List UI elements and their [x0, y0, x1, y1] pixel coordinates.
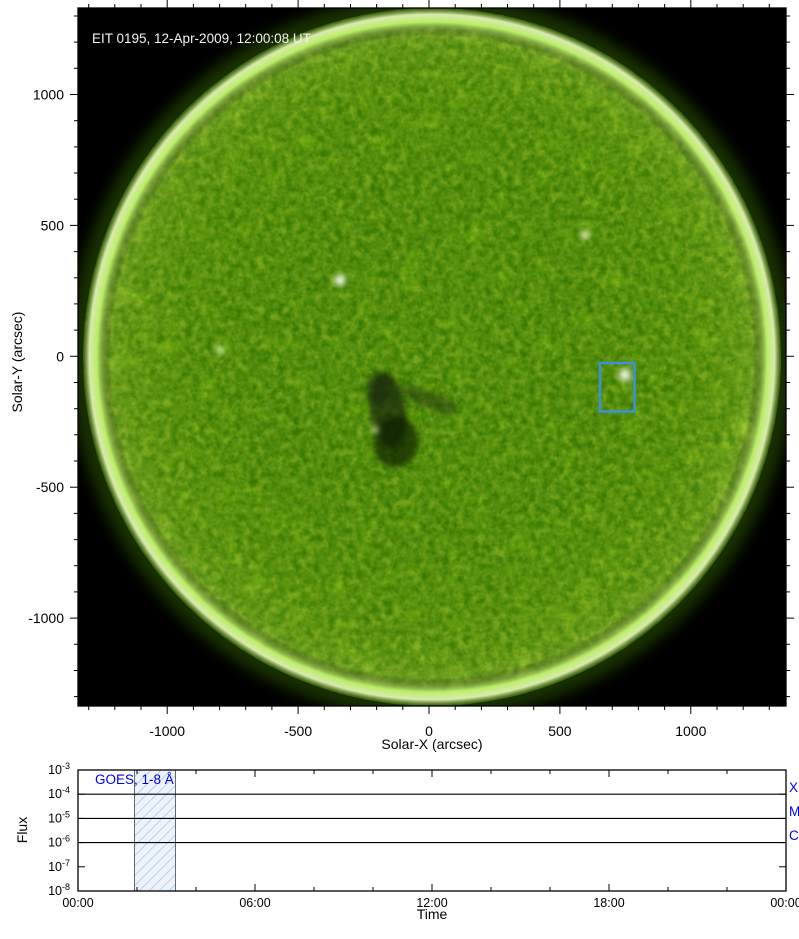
- svg-text:EIT 0195, 12-Apr-2009, 12:00:0: EIT 0195, 12-Apr-2009, 12:00:08 UT: [92, 31, 311, 46]
- svg-text:-1000: -1000: [28, 610, 64, 626]
- svg-text:X: X: [789, 780, 798, 795]
- svg-text:Time: Time: [417, 906, 448, 922]
- svg-text:500: 500: [548, 723, 572, 739]
- svg-text:00:00: 00:00: [62, 896, 93, 910]
- svg-text:18:00: 18:00: [593, 896, 624, 910]
- svg-text:1000: 1000: [33, 87, 64, 103]
- svg-text:06:00: 06:00: [239, 896, 270, 910]
- svg-text:1000: 1000: [675, 723, 706, 739]
- svg-text:Solar-Y (arcsec): Solar-Y (arcsec): [9, 312, 25, 413]
- svg-text:10-5: 10-5: [48, 809, 70, 825]
- svg-text:500: 500: [41, 217, 65, 233]
- svg-text:GOES, 1-8 Å: GOES, 1-8 Å: [95, 772, 174, 787]
- svg-text:Flux: Flux: [14, 817, 30, 843]
- svg-text:-1000: -1000: [149, 723, 185, 739]
- svg-text:10-4: 10-4: [48, 785, 70, 801]
- svg-text:-500: -500: [36, 479, 64, 495]
- svg-text:C: C: [789, 828, 799, 843]
- svg-text:10-3: 10-3: [48, 761, 70, 777]
- svg-text:-500: -500: [284, 723, 312, 739]
- svg-text:00:00: 00:00: [770, 896, 799, 910]
- svg-text:10-7: 10-7: [48, 858, 70, 874]
- svg-text:M: M: [789, 804, 799, 819]
- svg-text:Solar-X (arcsec): Solar-X (arcsec): [381, 736, 482, 752]
- svg-text:0: 0: [56, 348, 64, 364]
- svg-text:10-6: 10-6: [48, 834, 70, 850]
